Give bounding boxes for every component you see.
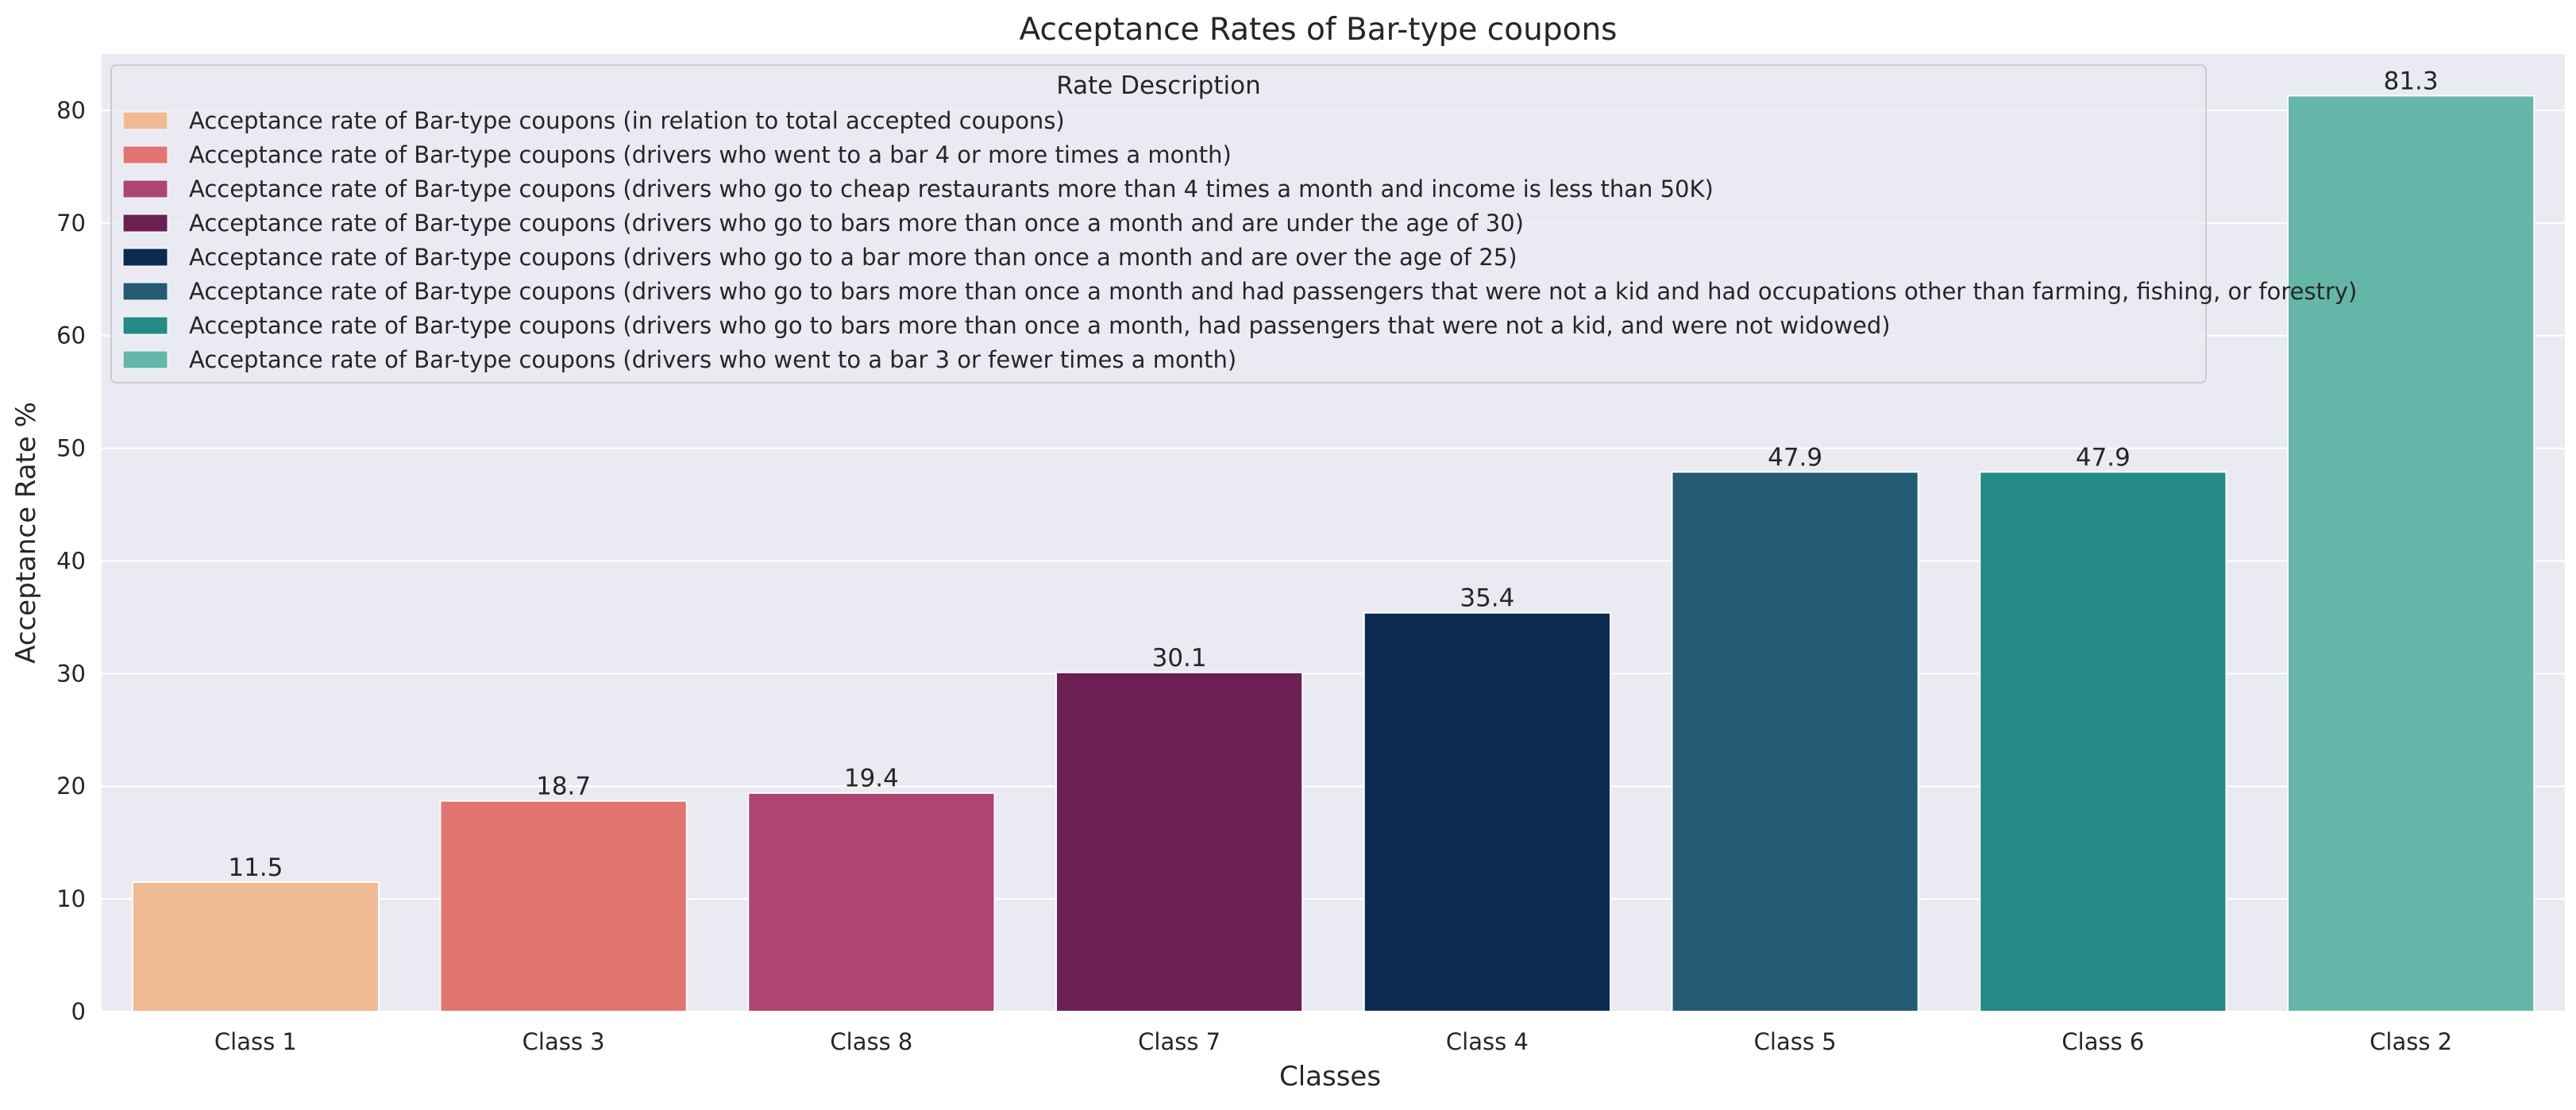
bar [1671, 471, 1919, 1012]
legend-title: Rate Description [1056, 71, 1261, 100]
legend-swatch [122, 316, 168, 335]
bars [131, 94, 2536, 1013]
bar-value-label: 47.9 [2076, 443, 2131, 472]
y-tick-label: 20 [56, 773, 86, 800]
x-tick-label: Class 7 [1138, 1028, 1221, 1055]
y-tick-label: 50 [56, 435, 86, 462]
bar [1979, 471, 2227, 1012]
x-tick-label: Class 2 [2370, 1028, 2452, 1055]
legend-entry-label: Acceptance rate of Bar-type coupons (dri… [189, 346, 1236, 373]
legend-swatch [122, 282, 168, 301]
y-tick-label: 30 [56, 660, 86, 687]
x-tick-label: Class 4 [1446, 1028, 1529, 1055]
legend-swatch [122, 214, 168, 233]
bar [1363, 611, 1611, 1012]
x-tick-label: Class 6 [2061, 1028, 2144, 1055]
y-tick-label: 80 [56, 97, 86, 124]
bar-value-label: 11.5 [228, 854, 283, 882]
legend-swatch [122, 248, 168, 267]
legend-entry-label: Acceptance rate of Bar-type coupons (dri… [189, 210, 1524, 237]
x-tick-label: Class 3 [523, 1028, 605, 1055]
y-tick-label: 70 [56, 210, 86, 237]
bar-value-label: 18.7 [536, 773, 591, 801]
bar [747, 792, 996, 1012]
x-tick-label: Class 1 [214, 1028, 297, 1055]
bar [131, 881, 380, 1013]
y-tick-label: 10 [56, 885, 86, 912]
data-labels: 11.5 18.7 19.4 30.1 35.4 47.9 47.9 81.3 [228, 67, 2438, 881]
legend-entry-label: Acceptance rate of Bar-type coupons (dri… [189, 175, 1714, 202]
legend-entry-label: Acceptance rate of Bar-type coupons (dri… [189, 141, 1232, 168]
x-axis-ticks: Class 1 Class 3 Class 8 Class 7 Class 4 Class… [214, 1028, 2452, 1055]
legend-swatch [122, 179, 168, 198]
y-tick-label: 60 [56, 322, 86, 349]
legend-box [110, 64, 2207, 383]
legend: Rate Description Acceptance rate of Bar-… [110, 64, 2357, 383]
legend-entry-label: Acceptance rate of Bar-type coupons (in … [189, 107, 1065, 134]
bar [2287, 94, 2536, 1013]
y-tick-label: 0 [71, 998, 86, 1025]
legend-swatch [122, 145, 168, 164]
bar-value-label: 35.4 [1460, 584, 1514, 613]
legend-entry-label: Acceptance rate of Bar-type coupons (dri… [189, 278, 2357, 305]
bar-value-label: 81.3 [2384, 67, 2439, 95]
y-tick-label: 40 [56, 547, 86, 574]
bar-value-label: 47.9 [1768, 443, 1822, 472]
x-tick-label: Class 8 [830, 1028, 912, 1055]
bar [1055, 671, 1304, 1013]
chart-title: Acceptance Rates of Bar-type coupons [1020, 12, 1618, 48]
x-tick-label: Class 5 [1754, 1028, 1837, 1055]
legend-entry-label: Acceptance rate of Bar-type coupons (dri… [189, 244, 1517, 271]
legend-entry-label: Acceptance rate of Bar-type coupons (dri… [189, 312, 1891, 339]
bar [439, 800, 688, 1012]
bar-value-label: 30.1 [1152, 644, 1207, 673]
x-axis-label: Classes [1279, 1061, 1381, 1093]
legend-entries: Acceptance rate of Bar-type coupons (in … [122, 107, 2357, 373]
legend-swatch [122, 111, 168, 130]
y-axis-label: Acceptance Rate % [10, 402, 42, 664]
bar-value-label: 19.4 [844, 765, 899, 793]
legend-swatch [122, 350, 168, 369]
y-axis-ticks: 0 10 20 30 40 50 60 70 80 [56, 97, 86, 1025]
